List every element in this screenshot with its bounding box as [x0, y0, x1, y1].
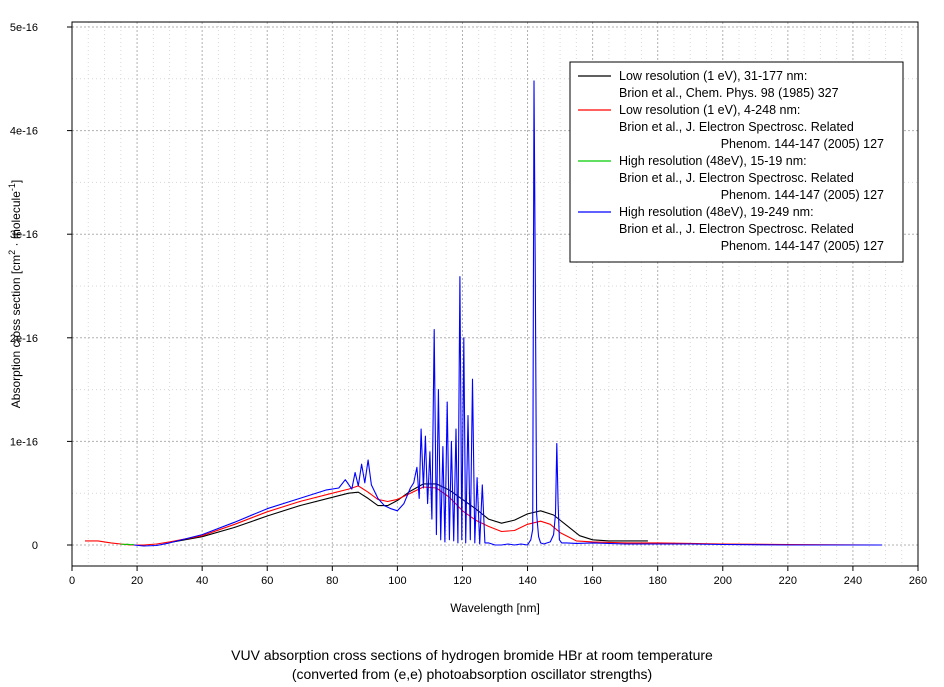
legend-entry-1-line-1: Low resolution (1 eV), 31-177 nm:: [619, 69, 807, 83]
y-axis-label-sup2: -1: [7, 183, 17, 191]
legend-entry-2-line-2: Brion et al., J. Electron Spectrosc. Rel…: [619, 120, 854, 134]
y-axis-label-mid: · molecule: [9, 191, 23, 250]
x-tick-label: 40: [196, 575, 208, 587]
chart: 0 20 40 60 80 100 120 140 160 180 200 220 240 260 0 1e-…: [7, 21, 927, 615]
legend-entry-4-line-3: Phenom. 144-147 (2005) 127: [721, 239, 884, 253]
series-line-1: [172, 483, 648, 543]
y-axis-label-end: ]: [9, 180, 23, 183]
legend-entry-2-line-3: Phenom. 144-147 (2005) 127: [721, 137, 884, 151]
y-tick-label: 5e-16: [10, 22, 38, 34]
y-tick-label: 4e-16: [10, 126, 38, 138]
y-axis-label-main: Absorption cross section [cm: [9, 255, 23, 408]
legend-entry-4-line-1: High resolution (48eV), 19-249 nm:: [619, 205, 814, 219]
x-tick-label: 180: [649, 575, 667, 587]
y-tick-label: 1e-16: [10, 436, 38, 448]
x-tick-label: 260: [909, 575, 927, 587]
series-line-3: [120, 543, 134, 546]
y-tick-label: 2e-16: [10, 333, 38, 345]
x-tick-label: 140: [518, 575, 536, 587]
legend-box: [569, 61, 904, 263]
x-tick-label: 0: [69, 575, 75, 587]
legend-entry-3-line-2: Brion et al., J. Electron Spectrosc. Rel…: [619, 171, 854, 185]
legend-entry-1-line-2: Brion et al., Chem. Phys. 98 (1985) 327: [619, 86, 839, 100]
legend: Low resolution (1 eV), 31-177 nm: Brion e…: [569, 61, 904, 263]
caption-line-1: VUV absorption cross sections of hydroge…: [231, 647, 713, 663]
x-tick-label: 20: [131, 575, 143, 587]
series-line-2: [85, 485, 880, 546]
plot-frame: [71, 21, 919, 567]
x-tick-label: 220: [779, 575, 797, 587]
legend-entry-3-line-1: High resolution (48eV), 15-19 nm:: [619, 154, 807, 168]
x-tick-label: 100: [388, 575, 406, 587]
y-tick-label: 0: [32, 540, 38, 552]
y-axis-label: Absorption cross section [cm2 · molecule…: [7, 180, 23, 408]
caption-line-2: (converted from (e,e) photoabsorption os…: [291, 666, 653, 682]
legend-entry-4-line-2: Brion et al., J. Electron Spectrosc. Rel…: [619, 222, 854, 236]
series-group: [85, 80, 883, 547]
x-tick-label: 80: [326, 575, 338, 587]
x-tick-label: 120: [453, 575, 471, 587]
x-axis-label: Wavelength [nm]: [450, 601, 540, 615]
series-line-4: [133, 80, 883, 547]
x-tick-label: 60: [261, 575, 273, 587]
y-axis-label-sup1: 2: [7, 250, 17, 255]
x-tick-label: 240: [844, 575, 862, 587]
axes: 0 20 40 60 80 100 120 140 160 180 200 220 240 260 0 1e-…: [10, 22, 927, 587]
legend-entry-3-line-3: Phenom. 144-147 (2005) 127: [721, 188, 884, 202]
legend-entry-2-line-1: Low resolution (1 eV), 4-248 nm:: [619, 103, 800, 117]
y-tick-label: 3e-16: [10, 229, 38, 241]
x-tick-label: 200: [714, 575, 732, 587]
x-tick-label: 160: [583, 575, 601, 587]
